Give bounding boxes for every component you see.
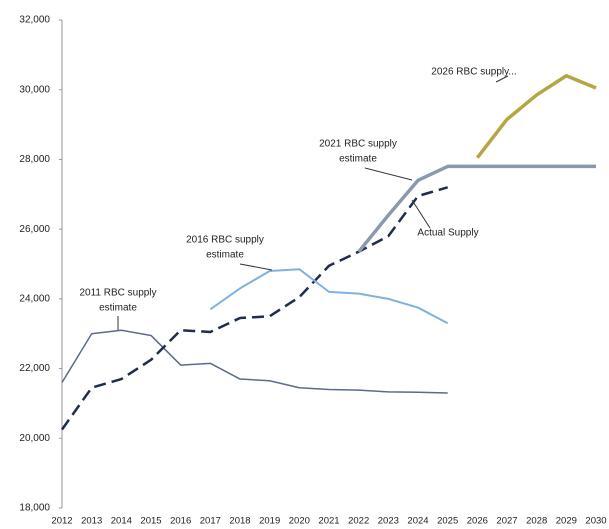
y-tick-label: 30,000 bbox=[19, 84, 50, 95]
x-tick-label: 2018 bbox=[229, 516, 250, 527]
y-tick-label: 22,000 bbox=[19, 363, 50, 374]
x-tick-label: 2025 bbox=[437, 516, 458, 527]
annotation: 2016 RBC supply bbox=[186, 235, 264, 246]
annotation: Actual Supply bbox=[417, 228, 478, 239]
x-tick-label: 2013 bbox=[81, 516, 102, 527]
series-line bbox=[60, 186, 449, 431]
x-tick-label: 2024 bbox=[407, 516, 428, 527]
y-tick-label: 20,000 bbox=[19, 433, 50, 444]
x-tick-label: 2029 bbox=[556, 516, 577, 527]
x-tick-label: 2026 bbox=[467, 516, 488, 527]
x-tick-label: 2022 bbox=[348, 516, 369, 527]
annotation-pointer bbox=[411, 199, 431, 229]
annotation: estimate bbox=[99, 303, 137, 314]
x-tick-label: 2019 bbox=[259, 516, 280, 527]
x-tick-label: 2014 bbox=[111, 516, 132, 527]
x-tick-label: 2017 bbox=[200, 516, 221, 527]
annotation-pointer bbox=[364, 167, 413, 181]
annotation-pointer bbox=[495, 75, 509, 83]
x-tick-label: 2028 bbox=[526, 516, 547, 527]
series-line bbox=[209, 268, 449, 325]
x-tick-label: 2027 bbox=[496, 516, 517, 527]
series-line bbox=[475, 74, 597, 159]
x-tick-label: 2030 bbox=[585, 516, 606, 527]
series-line bbox=[61, 329, 448, 394]
x-tick-label: 2012 bbox=[51, 516, 72, 527]
annotation: estimate bbox=[206, 250, 244, 261]
annotation: 2026 RBC supply... bbox=[431, 67, 516, 78]
series-line bbox=[357, 164, 596, 253]
annotation: estimate bbox=[339, 154, 377, 165]
x-tick-label: 2023 bbox=[378, 516, 399, 527]
y-tick-label: 28,000 bbox=[19, 154, 50, 165]
annotation-pointer bbox=[239, 263, 273, 271]
annotation: 2021 RBC supply bbox=[319, 139, 397, 150]
x-tick-label: 2016 bbox=[170, 516, 191, 527]
y-tick-label: 32,000 bbox=[19, 15, 50, 26]
x-tick-label: 2021 bbox=[318, 516, 339, 527]
x-tick-label: 2020 bbox=[289, 516, 310, 527]
y-tick-label: 24,000 bbox=[19, 293, 50, 304]
y-tick-label: 26,000 bbox=[19, 224, 50, 235]
annotation: 2011 RBC supply bbox=[79, 288, 156, 299]
x-tick-label: 2015 bbox=[140, 516, 161, 527]
y-tick-label: 18,000 bbox=[19, 503, 50, 514]
